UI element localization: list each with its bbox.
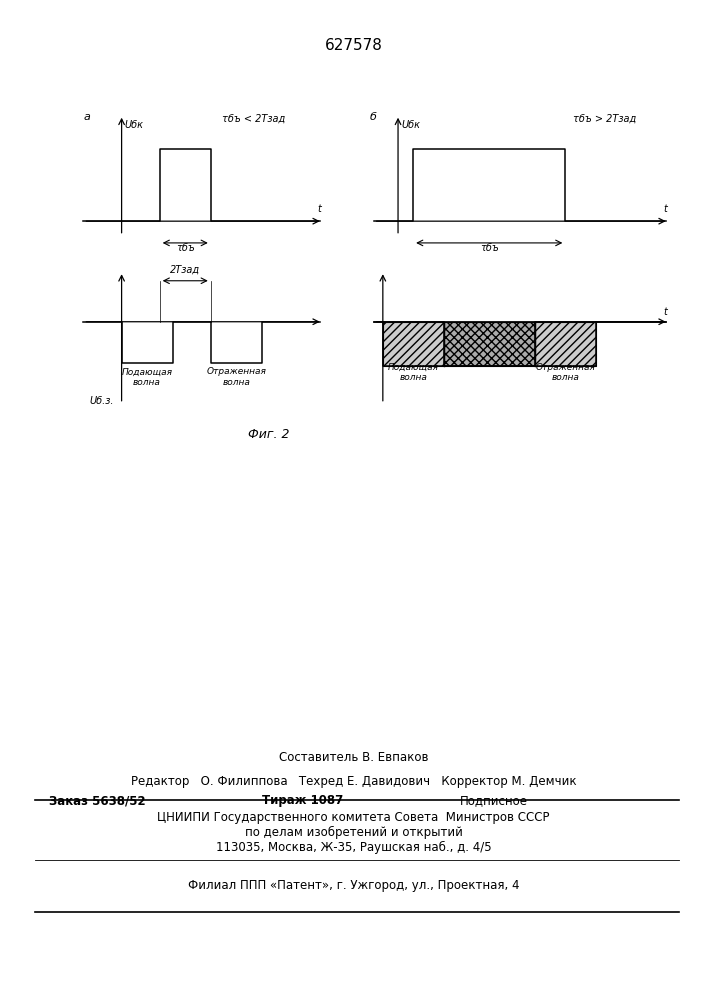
- Text: Подающая
волна: Подающая волна: [387, 363, 439, 382]
- Text: Тираж 1087: Тираж 1087: [262, 794, 343, 807]
- Text: Составитель В. Евпаков: Составитель В. Евпаков: [279, 751, 428, 764]
- Bar: [383, 322, 444, 366]
- Text: Uб.з.: Uб.з.: [89, 396, 114, 406]
- Bar: [444, 322, 535, 366]
- Text: 2Tзад: 2Tзад: [170, 265, 200, 275]
- Text: t: t: [663, 204, 667, 214]
- Text: Фиг. 2: Фиг. 2: [248, 428, 289, 441]
- Text: t: t: [663, 307, 667, 317]
- Text: τбъ < 2Tзад: τбъ < 2Tзад: [222, 114, 286, 124]
- Text: Отраженная
волна: Отраженная волна: [206, 367, 266, 387]
- Text: a: a: [83, 112, 90, 122]
- Text: Редактор   О. Филиппова   Техред Е. Давидович   Корректор М. Демчик: Редактор О. Филиппова Техред Е. Давидови…: [131, 775, 576, 788]
- Text: Подписное: Подписное: [460, 794, 527, 807]
- Text: Uбк: Uбк: [401, 120, 420, 130]
- Text: Филиал ППП «Патент», г. Ужгород, ул., Проектная, 4: Филиал ППП «Патент», г. Ужгород, ул., Пр…: [188, 879, 519, 892]
- Text: τбъ: τбъ: [176, 243, 194, 253]
- Text: 113035, Москва, Ж-35, Раушская наб., д. 4/5: 113035, Москва, Ж-35, Раушская наб., д. …: [216, 841, 491, 854]
- Text: t: t: [317, 204, 322, 214]
- Text: 627578: 627578: [325, 38, 382, 53]
- Bar: [535, 322, 595, 366]
- Text: Uбк: Uбк: [124, 120, 143, 130]
- Text: по делам изобретений и открытий: по делам изобретений и открытий: [245, 826, 462, 839]
- Text: б: б: [369, 112, 376, 122]
- Text: Отраженная
волна: Отраженная волна: [535, 363, 595, 382]
- Text: Заказ 5638/52: Заказ 5638/52: [49, 794, 146, 807]
- Text: Подающая
волна: Подающая волна: [122, 367, 173, 387]
- Text: ЦНИИПИ Государственного комитета Совета  Министров СССР: ЦНИИПИ Государственного комитета Совета …: [157, 811, 550, 824]
- Text: τбъ > 2Tзад: τбъ > 2Tзад: [573, 114, 636, 124]
- Text: τбъ: τбъ: [480, 243, 498, 253]
